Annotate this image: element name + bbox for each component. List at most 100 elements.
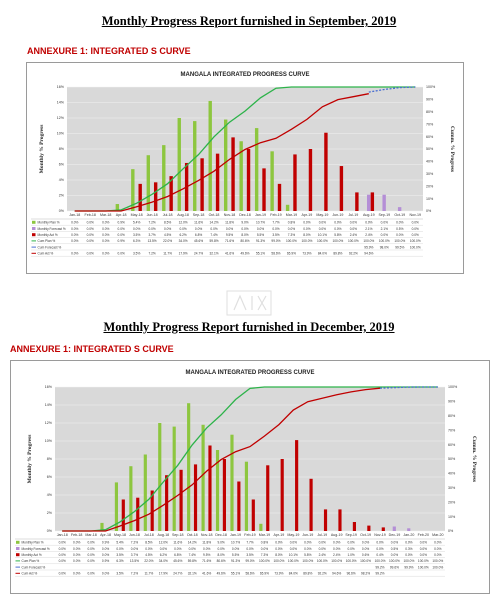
table-cell: 0.0% (102, 233, 109, 237)
x-tick-label: Oct-18 (209, 213, 220, 217)
table-cell: 0.0% (160, 547, 167, 551)
bar-monthly-act- (222, 459, 226, 531)
y2-tick-label: 40% (448, 472, 456, 476)
bar-monthly-plan- (172, 426, 176, 531)
table-cell: 100.0% (348, 239, 359, 243)
table-cell: 34.0% (179, 239, 188, 243)
x-tick-label: Sep-19 (345, 533, 357, 537)
bar-monthly-act- (138, 183, 142, 211)
table-cell: 10.7% (256, 221, 265, 225)
x-tick-label: Jan-19 (255, 213, 266, 217)
y2-tick-label: 70% (426, 122, 434, 126)
bar-monthly-act- (237, 481, 241, 531)
table-cell: 84.0% (289, 572, 298, 576)
x-tick-label: Jun-18 (129, 533, 140, 537)
table-cell: 5.5% (257, 233, 264, 237)
table-cell: 0.0% (189, 547, 196, 551)
table-cell: 12.0% (179, 221, 188, 225)
table-cell: 0.0% (304, 547, 311, 551)
line-cum-act- (62, 387, 381, 532)
table-cell: 95.9% (364, 245, 373, 249)
table-cell: 98.2% (361, 572, 370, 576)
y-tick-label: 4% (47, 493, 53, 497)
bar-monthly-forecast- (366, 194, 371, 211)
table-cell: 100.0% (403, 559, 414, 563)
table-cell: 3.5% (116, 572, 123, 576)
table-cell: 0.0% (288, 227, 295, 231)
x-tick-label: Dec-19 (389, 533, 401, 537)
table-cell: 8.5% (164, 221, 171, 225)
bar-monthly-act- (338, 509, 342, 531)
table-cell: 0.0% (391, 541, 398, 545)
x-tick-label: May-18 (131, 213, 143, 217)
table-cell: 0.0% (118, 233, 125, 237)
table-cell: 13.5% (148, 239, 157, 243)
y2-tick-label: 50% (448, 457, 456, 461)
table-cell: 0.0% (376, 541, 383, 545)
table-cell: 100.0% (394, 239, 405, 243)
bar-monthly-plan- (115, 204, 120, 211)
table-cell: 4.5% (145, 553, 152, 557)
table-cell: 94.6% (364, 252, 373, 256)
table-cell: 1.0% (347, 553, 354, 557)
table-cell: 92.2% (318, 572, 327, 576)
table-cell: 7.2% (131, 572, 138, 576)
y-tick-label: 6% (59, 163, 65, 167)
table-cell: 0.0% (334, 221, 341, 225)
x-tick-label: Mar-18 (100, 213, 111, 217)
y2-tick-label: 90% (426, 98, 434, 102)
table-cell: 0.0% (275, 541, 282, 545)
table-cell: 8.0% (275, 553, 282, 557)
bar-monthly-plan- (100, 522, 104, 531)
table-cell: 0.0% (246, 547, 253, 551)
table-cell: 12.0% (159, 541, 168, 545)
table-cell: 6.2% (160, 553, 167, 557)
legend-entry: Cum Forecast % (22, 565, 46, 569)
table-cell: 2.1% (365, 227, 372, 231)
bar-monthly-act- (231, 137, 235, 211)
legend-entry: Cum Act % (38, 252, 54, 256)
table-cell: 0.0% (334, 227, 341, 231)
table-cell: 0.0% (87, 541, 94, 545)
table-cell: 94.6% (332, 572, 341, 576)
bar-monthly-act- (355, 192, 359, 211)
table-cell: 0.0% (87, 227, 94, 231)
y2-tick-label: 60% (426, 135, 434, 139)
table-cell: 92.2% (349, 252, 358, 256)
table-cell: 99.6% (390, 565, 399, 569)
x-tick-label: Aug-19 (331, 533, 343, 537)
y-tick-label: 14% (45, 403, 53, 407)
table-cell: 0.0% (131, 547, 138, 551)
x-tick-label: Feb-19 (244, 533, 255, 537)
table-cell: 91.3% (231, 559, 240, 563)
bar-monthly-plan- (285, 204, 290, 211)
table-cell: 0.0% (420, 547, 427, 551)
x-tick-label: Jul-19 (348, 213, 358, 217)
table-cell: 100.0% (432, 565, 443, 569)
bar-monthly-act- (324, 132, 328, 211)
legend-entry: Monthly Act % (38, 233, 58, 237)
table-cell: 0.0% (164, 227, 171, 231)
table-cell: 0.0% (303, 227, 310, 231)
table-cell: 100.0% (331, 559, 342, 563)
bar-monthly-plan- (270, 151, 274, 211)
table-cell: 3.7% (131, 553, 138, 557)
y2-tick-label: 60% (448, 443, 456, 447)
table-cell: 0.0% (174, 547, 181, 551)
y-tick-label: 10% (57, 132, 65, 136)
table-cell: 0.0% (71, 239, 78, 243)
bar-monthly-act- (169, 176, 173, 211)
table-cell: 11.7% (163, 252, 172, 256)
table-cell: 0.9% (118, 221, 125, 225)
bar-monthly-act- (262, 168, 266, 211)
table-cell: 58.6% (245, 572, 254, 576)
y-tick-label: 8% (47, 457, 53, 461)
table-cell: 2.4% (319, 553, 326, 557)
y-tick-label: 2% (59, 194, 65, 198)
table-cell: 8.0% (303, 233, 310, 237)
table-cell: 0.0% (304, 541, 311, 545)
table-cell: 0.0% (434, 541, 441, 545)
table-cell: 0.9% (118, 239, 125, 243)
table-cell: 0.0% (412, 221, 419, 225)
table-cell: 0.0% (275, 547, 282, 551)
